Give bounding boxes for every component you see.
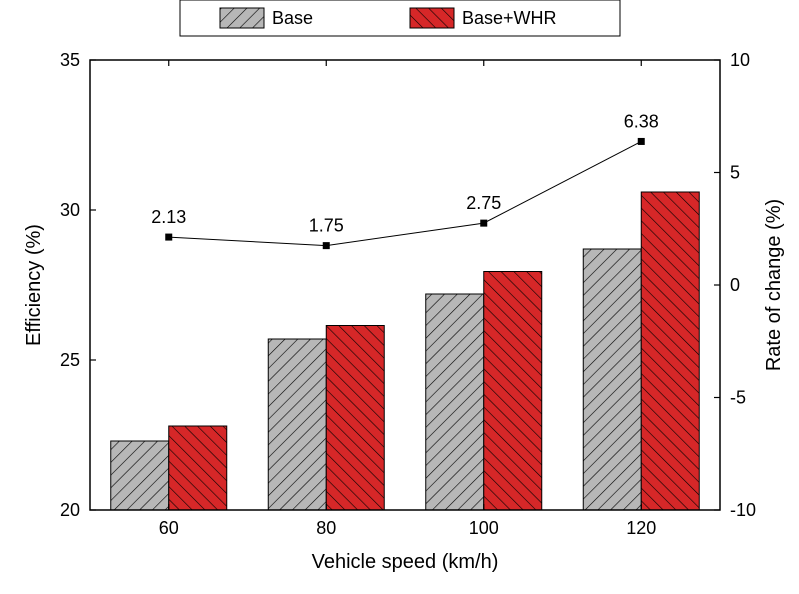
y-right-tick-label: -10 [730, 500, 756, 520]
y-right-tick-label: 10 [730, 50, 750, 70]
bar-base [111, 441, 169, 510]
y-left-tick-label: 25 [60, 350, 80, 370]
bar-base [268, 339, 326, 510]
line-point-label: 1.75 [309, 216, 344, 236]
chart-svg: 2.13 1.75 2.75 6.38 60 80 100 120 20 25 30 35 -10 -5 0… [0, 0, 799, 594]
line-point-label: 2.75 [466, 193, 501, 213]
chart-container: 2.13 1.75 2.75 6.38 60 80 100 120 20 25 30 35 -10 -5 0… [0, 0, 799, 594]
bar-whr [326, 326, 384, 511]
legend-swatch-whr [410, 8, 454, 28]
y-left-tick-label: 35 [60, 50, 80, 70]
y-left-tick-label: 20 [60, 500, 80, 520]
y-left-axis-label: Efficiency (%) [23, 224, 45, 346]
x-axis-label: Vehicle speed (km/h) [312, 551, 499, 573]
x-tick-label: 80 [316, 518, 336, 538]
line-marker [480, 220, 487, 227]
x-tick-label: 120 [626, 518, 656, 538]
y-left-tick-label: 30 [60, 200, 80, 220]
line-marker [165, 234, 172, 241]
bar-whr [641, 192, 699, 510]
x-tick-label: 100 [469, 518, 499, 538]
line-rate-of-change [169, 141, 642, 245]
bar-whr [484, 272, 542, 511]
y-right-axis-label: Rate of change (%) [763, 199, 785, 371]
legend-label-base: Base [272, 8, 313, 28]
line-marker [323, 242, 330, 249]
bar-base [583, 249, 641, 510]
x-tick-label: 60 [159, 518, 179, 538]
legend-swatch-base [220, 8, 264, 28]
legend-label-whr: Base+WHR [462, 8, 557, 28]
line-marker [638, 138, 645, 145]
line-point-label: 6.38 [624, 111, 659, 131]
bar-base [426, 294, 484, 510]
y-right-tick-label: -5 [730, 388, 746, 408]
bar-whr [169, 426, 227, 510]
y-right-tick-label: 5 [730, 163, 740, 183]
y-right-tick-label: 0 [730, 275, 740, 295]
line-point-label: 2.13 [151, 207, 186, 227]
